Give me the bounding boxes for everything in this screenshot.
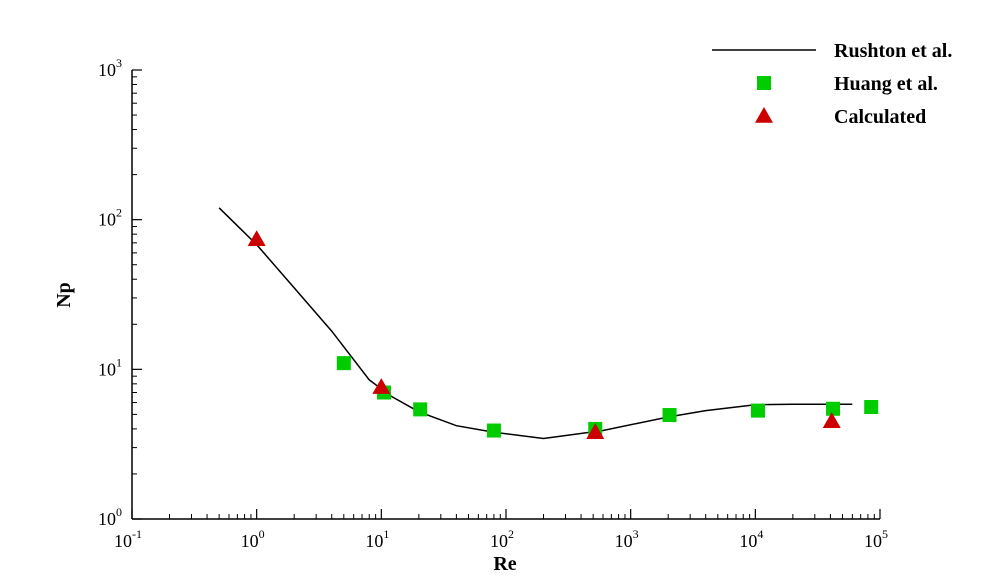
calculated-point [822,412,841,428]
y-tick-label: 100 [98,505,122,529]
calculated-point [372,378,391,394]
plot-data [218,207,879,440]
legend-triangle-swatch [755,107,773,123]
legend: Rushton et al. Huang et al. Calculated [712,40,952,128]
axis-labels: Re Np [53,282,517,575]
legend-label: Huang et al. [834,73,938,95]
x-tick-label: 102 [490,527,514,551]
legend-square-swatch [757,76,771,90]
y-tick-label: 103 [98,56,122,80]
y-tick-label: 101 [98,355,122,379]
x-tick-label: 103 [615,527,639,551]
legend-label: Rushton et al. [834,40,952,62]
huang-point [413,402,428,417]
x-tick-label: 101 [365,527,389,551]
huang-point [864,400,879,415]
rushton-line [218,207,853,440]
x-axis-title: Re [493,553,516,575]
x-tick-label: 104 [739,527,763,551]
y-tick-label: 102 [98,206,122,230]
legend-label: Calculated [834,106,926,128]
huang-point [486,423,501,438]
huang-point [826,401,841,416]
huang-point [662,408,677,423]
x-tick-label: 10-1 [114,527,142,551]
huang-point [336,356,351,371]
x-tick-label: 100 [241,527,265,551]
huang-point [750,403,765,418]
calculated-point [586,423,605,439]
calculated-point [247,230,266,246]
y-axis-title: Np [53,282,75,308]
x-tick-label: 105 [864,527,888,551]
